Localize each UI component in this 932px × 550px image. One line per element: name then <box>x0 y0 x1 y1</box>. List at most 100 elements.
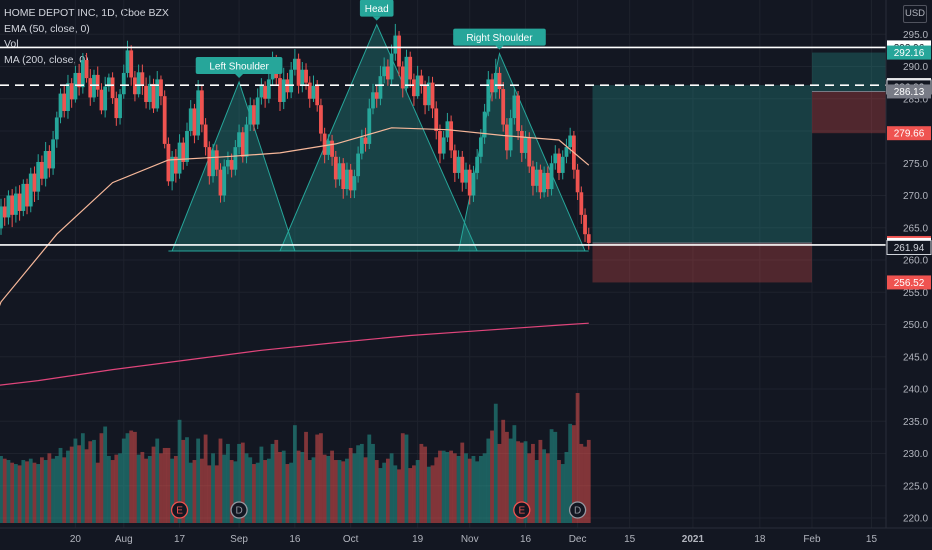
candle-body <box>25 183 29 207</box>
event-letter: E <box>176 506 183 517</box>
legend-ema[interactable]: EMA (50, close, 0) <box>4 22 90 35</box>
time-tick-label: Sep <box>230 534 248 545</box>
volume-bar <box>400 433 405 523</box>
candle-body <box>173 156 178 174</box>
time-tick-label: 16 <box>289 534 301 545</box>
candle-body <box>564 147 569 157</box>
volume-bar <box>385 458 390 523</box>
candle-body <box>512 95 517 119</box>
pattern-labels[interactable]: Left Shoulder Head Right Shoulder <box>195 0 546 78</box>
candle-body <box>426 82 431 106</box>
candle-body <box>252 105 256 125</box>
volume-bar <box>471 456 476 523</box>
candle-body <box>118 94 122 119</box>
event-marker[interactable]: E <box>170 501 189 519</box>
profit-zone[interactable] <box>811 52 894 92</box>
event-marker[interactable]: E <box>513 501 531 519</box>
volume-bar <box>337 460 342 523</box>
candle <box>471 165 476 202</box>
event-marker[interactable]: D <box>568 501 587 519</box>
candle <box>252 99 256 131</box>
candle <box>21 179 26 217</box>
label-right-shoulder[interactable]: Right Shoulder <box>453 28 546 50</box>
volume-bar <box>281 450 286 523</box>
volume-bar <box>434 457 439 523</box>
volume-bar <box>319 433 323 523</box>
time-tick-label: Dec <box>569 534 587 545</box>
loss-zone[interactable] <box>811 91 894 134</box>
volume-bar <box>523 441 528 523</box>
candle <box>348 163 353 199</box>
time-axis[interactable]: 20 Aug 17 Sep 16 Oct 19 Nov 16 Dec 15 2021 18 Feb 15 <box>0 527 932 550</box>
legend-symbol[interactable]: HOME DEPOT INC, 1D, Cboe BZX <box>4 7 169 19</box>
label-head[interactable]: Head <box>359 0 394 21</box>
candle <box>363 127 368 152</box>
legend-ma[interactable]: MA (200, close, 0) <box>4 53 89 66</box>
candle-body <box>6 195 11 218</box>
candle <box>99 83 104 115</box>
candle-body <box>185 131 189 162</box>
candle-body <box>58 93 63 118</box>
candle <box>352 169 357 199</box>
volume-bar <box>54 456 59 523</box>
position-boxes[interactable] <box>592 52 894 283</box>
volume-bar <box>43 460 48 523</box>
candle-body <box>233 147 238 170</box>
candle <box>103 76 108 118</box>
candle-body <box>456 156 461 173</box>
volume-bar <box>222 454 227 523</box>
price-tick-label: 285.0 <box>903 94 928 105</box>
candle-body <box>519 131 524 153</box>
label-left-shoulder[interactable]: Left Shoulder <box>195 56 283 78</box>
volume-bar <box>133 431 137 523</box>
candle-body <box>140 72 145 86</box>
candle-body <box>177 142 182 174</box>
volume-bar <box>2 458 7 523</box>
currency-button[interactable]: USD <box>903 5 927 23</box>
volume-bar <box>36 464 41 523</box>
event-markers[interactable]: EDEDE <box>170 501 932 519</box>
time-tick-label: 18 <box>754 534 766 545</box>
event-circle <box>568 501 587 519</box>
candle <box>531 160 535 196</box>
candle <box>512 89 517 125</box>
price-tick-label: 240.0 <box>903 385 928 396</box>
candle <box>47 145 52 178</box>
volume-bar <box>545 453 550 523</box>
volume-bar <box>125 433 130 523</box>
horizontal-lines[interactable] <box>0 46 886 246</box>
candle-body <box>226 160 230 167</box>
candle-body <box>385 66 390 80</box>
candle <box>560 150 565 180</box>
volume-bar <box>557 460 561 523</box>
profit-zone[interactable] <box>592 85 812 243</box>
candle <box>527 132 532 173</box>
candle <box>58 88 63 124</box>
candle <box>478 129 483 164</box>
volume-bar <box>404 434 409 523</box>
volume-bar <box>214 465 219 523</box>
volume-bar <box>140 451 145 523</box>
candle <box>441 131 446 160</box>
candle <box>173 149 178 183</box>
candle <box>534 161 539 193</box>
candle <box>203 118 208 156</box>
candle-body <box>348 169 353 191</box>
volume-bar <box>508 438 513 523</box>
price-tick-label: 295.0 <box>903 30 928 41</box>
volume-bar <box>367 434 372 523</box>
candle <box>583 208 587 242</box>
candle-body <box>296 58 301 86</box>
candle-body <box>77 72 82 88</box>
candle <box>449 115 454 159</box>
event-marker[interactable]: D <box>230 501 248 519</box>
candle-body <box>345 169 349 190</box>
candle <box>482 103 487 144</box>
volume-bar <box>73 438 78 523</box>
price-tag-bg <box>887 45 931 60</box>
price-tick-label: 225.0 <box>903 481 928 492</box>
volume-bar <box>352 453 357 523</box>
loss-zone[interactable] <box>592 242 812 283</box>
time-tick-label: 16 <box>520 534 532 545</box>
